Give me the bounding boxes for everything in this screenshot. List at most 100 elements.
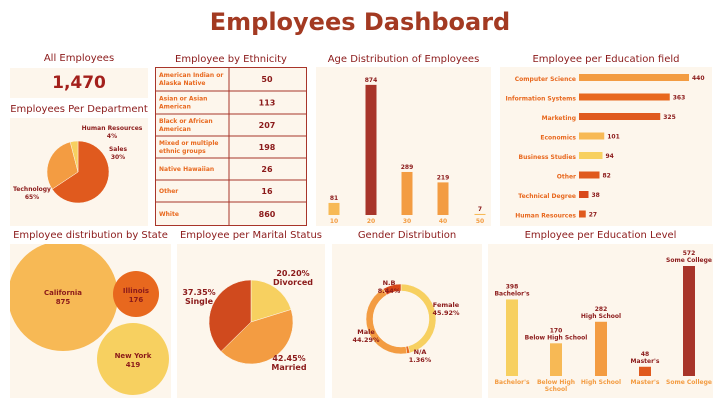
age-tick-4: 50	[476, 218, 484, 225]
age-value-label-2: 289	[401, 164, 414, 171]
education-level-value-4: 572	[683, 250, 696, 257]
marital-label-0: Divorced	[273, 278, 313, 287]
education-level-tick-0: Bachelor's	[494, 379, 529, 386]
state-value-0: 875	[56, 298, 71, 306]
education-field-value-5: 82	[603, 173, 611, 180]
education-field-label-3: Economics	[540, 135, 576, 142]
education-field-value-3: 101	[607, 134, 620, 141]
education-field-bar-1	[579, 93, 670, 101]
ethnicity-value-4: 26	[261, 165, 273, 174]
education-field-label-1: Information Systems	[506, 96, 577, 103]
kpi-value: 1,470	[52, 73, 106, 93]
education-level-tick-3: Master's	[631, 379, 660, 386]
age-value-label-0: 81	[330, 195, 338, 202]
education-field-value-4: 94	[606, 153, 614, 160]
ethnicity-label-3: ethnic groups	[159, 148, 206, 155]
age-title: Age Distribution of Employees	[327, 54, 480, 65]
education-level-bar-3	[639, 366, 651, 376]
ethnicity-label-1: American	[159, 104, 191, 111]
gender-label-0: Female	[433, 301, 460, 309]
gender-label-3: N.B	[383, 279, 396, 287]
marital-label-1: Married	[271, 363, 306, 372]
kpi-card	[10, 68, 148, 98]
gender-slice-0	[400, 283, 437, 354]
education-level-value-1: 170	[550, 327, 563, 334]
state-value-2: 419	[126, 361, 141, 369]
department-slice-0	[51, 140, 110, 204]
education-field-title: Employee per Education field	[532, 54, 680, 65]
age-tick-1: 20	[367, 218, 375, 225]
gender-title: Gender Distribution	[357, 230, 457, 241]
state-label-0: California	[44, 289, 82, 297]
ethnicity-title: Employee by Ethnicity	[175, 54, 287, 65]
marital-panel: 20.20% Divorced 42.45% Married 37.35% Single	[177, 244, 325, 398]
ethnicity-label-5: Other	[159, 188, 178, 195]
state-label-2: New York	[115, 352, 152, 360]
education-field-bar-4	[579, 152, 603, 159]
age-bar-3	[437, 182, 449, 215]
state-bubble-1	[113, 271, 159, 317]
gender-pct-1: 1.36%	[409, 356, 432, 364]
gender-label-2: Male	[357, 328, 375, 336]
gender-pct-2: 44.29%	[352, 336, 380, 344]
ethnicity-value-1: 113	[259, 99, 276, 108]
education-level-bar-4	[683, 266, 695, 376]
ethnicity-value-3: 198	[259, 143, 276, 152]
ethnicity-label-0: Alaska Native	[159, 80, 205, 87]
ethnicity-label-2: Black or African	[159, 118, 213, 125]
ethnicity-value-2: 207	[259, 121, 276, 130]
ethnicity-label-1: Asian or Asian	[159, 96, 207, 103]
marital-label-2: Single	[185, 297, 214, 306]
education-field-panel: Computer Science 440 Information Systems 36…	[500, 67, 712, 226]
age-value-label-1: 874	[365, 77, 378, 84]
ethnicity-value-6: 860	[259, 210, 276, 219]
department-slice-2	[69, 140, 79, 173]
education-field-bar-2	[579, 113, 661, 120]
education-level-panel: 398 Bachelor's Bachelor's 170 Below High Sch…	[488, 244, 713, 398]
department-panel: Technology 65% Sales 30% Human Resources 4%	[10, 118, 148, 226]
education-field-label-6: Technical Degree	[518, 193, 576, 200]
education-field-value-2: 325	[663, 114, 676, 121]
education-level-title: Employee per Education Level	[524, 230, 677, 241]
education-level-value-2: 282	[595, 306, 608, 313]
education-level-bar-label-4: Some College	[666, 257, 712, 264]
ethnicity-table-panel: American Indian or Alaska Native 50 Asian o…	[155, 67, 307, 226]
dashboard-title: Employees Dashboard	[209, 8, 511, 36]
kpi-label: All Employees	[43, 53, 115, 64]
state-value-1: 176	[129, 296, 144, 304]
education-level-tick-1: School	[545, 386, 567, 393]
age-value-label-4: 7	[478, 206, 482, 213]
age-bar-chart: 81 10 874 20 289 30 219 40 7 50	[328, 77, 486, 225]
education-level-tick-1: Below High	[537, 379, 575, 386]
department-title: Employees Per Department	[10, 104, 148, 115]
marital-slice-0	[250, 279, 292, 323]
education-level-value-0: 398	[506, 283, 519, 290]
ethnicity-value-0: 50	[261, 75, 273, 84]
age-value-label-3: 219	[437, 174, 450, 181]
department-pct-0: 65%	[25, 194, 39, 201]
education-field-value-1: 363	[673, 95, 686, 102]
department-pct-2: 4%	[107, 133, 117, 140]
education-level-value-3: 48	[641, 351, 649, 358]
age-bar-0	[328, 202, 340, 215]
education-level-tick-2: High School	[581, 379, 621, 386]
education-field-label-0: Computer Science	[515, 76, 576, 83]
education-level-bar-1	[550, 343, 562, 376]
gender-label-1: N/A	[414, 348, 427, 356]
state-title: Employee distribution by State	[13, 230, 168, 241]
education-field-bar-3	[579, 132, 605, 140]
marital-slice-2	[208, 279, 252, 352]
gender-pct-0: 45.92%	[432, 309, 460, 317]
marital-pct-2: 37.35%	[182, 288, 215, 297]
gender-pct-3: 8.44%	[378, 287, 401, 295]
education-field-bar-chart: Computer Science 440 Information Systems 36…	[506, 74, 705, 220]
ethnicity-label-6: White	[159, 211, 179, 218]
ethnicity-label-2: American	[159, 126, 191, 133]
education-level-bar-0	[506, 299, 518, 376]
state-panel: California 875 Illinois 176 New York 419	[8, 241, 171, 398]
marital-slice-1	[220, 309, 294, 365]
education-field-value-6: 38	[592, 192, 600, 199]
